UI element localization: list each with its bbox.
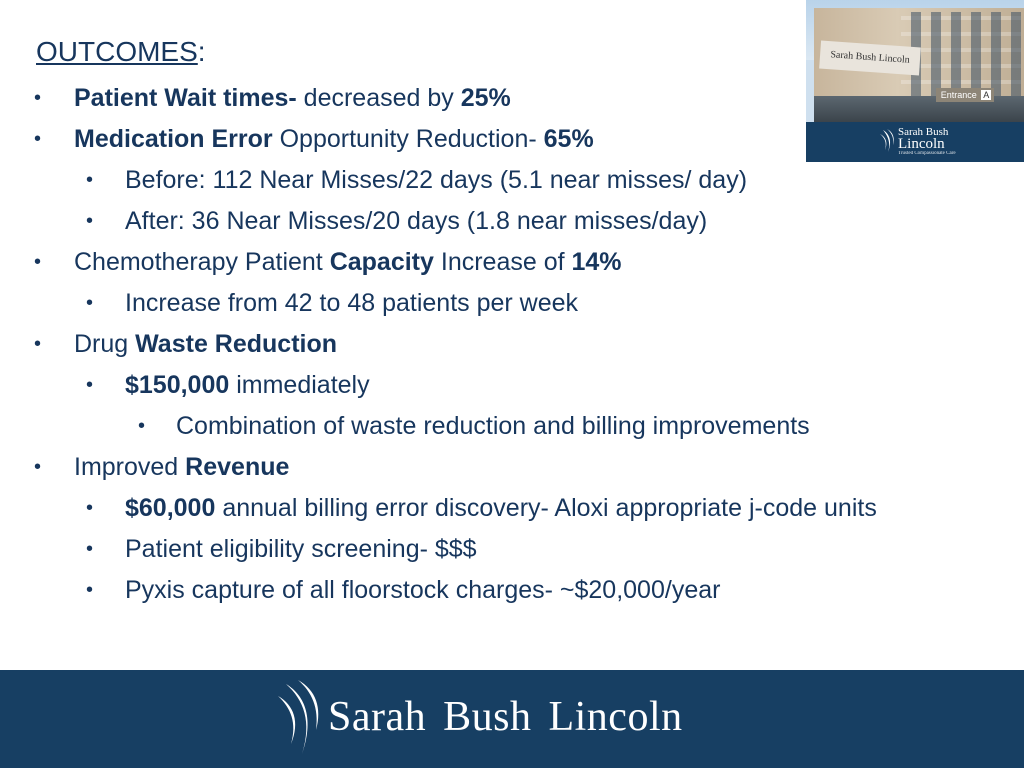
entrance-text: Entrance [940, 90, 977, 100]
bullet-billing-error: • $60,000 annual billing error discovery-… [0, 488, 1010, 529]
bullet-dot-icon: • [34, 456, 42, 478]
outcomes-list: • Patient Wait times- decreased by 25% • M… [0, 78, 1010, 611]
bullet-bold: Waste Reduction [135, 330, 338, 358]
bullet-bold: Medication Error [74, 125, 273, 153]
bullet-dot-icon: • [86, 374, 94, 396]
bullet-dot-icon: • [86, 497, 94, 519]
bullet-text: annual billing error discovery- Aloxi ap… [215, 494, 877, 522]
footer-brand-bar: Sarah Bush Lincoln [0, 670, 1024, 768]
bullet-text: After: 36 Near Misses/20 days (1.8 near … [125, 207, 708, 235]
bullet-dot-icon: • [86, 538, 94, 560]
bullet-text-2: Increase of [433, 248, 572, 276]
slide-title: OUTCOMES: [36, 34, 206, 70]
bullet-text: Drug [74, 330, 136, 358]
bullet-text: Patient eligibility screening- $$$ [125, 535, 477, 563]
wing-logo-icon [278, 680, 319, 754]
bullet-value: 65% [543, 125, 594, 153]
bullet-text: Increase from 42 to 48 patients per week [125, 289, 579, 317]
bullet-dot-icon: • [138, 415, 146, 437]
bullet-value: 14% [571, 248, 622, 276]
bullet-text: Before: 112 Near Misses/22 days (5.1 nea… [125, 166, 748, 194]
bullet-improved-revenue: • Improved Revenue [0, 447, 1010, 488]
bullet-bold: Capacity [329, 248, 434, 276]
bullet-dot-icon: • [34, 87, 42, 109]
photo-logo-line2: Lincoln [898, 136, 945, 152]
bullet-wait-times: • Patient Wait times- decreased by 25% [0, 78, 1010, 119]
bullet-after: • After: 36 Near Misses/20 days (1.8 near… [0, 201, 1010, 242]
bullet-text: Chemotherapy Patient [74, 248, 330, 276]
bullet-bold: $150,000 [125, 371, 230, 399]
bullet-text: immediately [229, 371, 370, 399]
photo-logo-tagline: Trusted Compassionate Care [898, 151, 956, 156]
bullet-dot-icon: • [34, 251, 42, 273]
bullet-bold: Revenue [185, 453, 290, 481]
bullet-dot-icon: • [34, 128, 42, 150]
bullet-text: Combination of waste reduction and billi… [176, 412, 810, 440]
bullet-eligibility: • Patient eligibility screening- $$$ [0, 529, 1010, 570]
photo-brand-band [806, 122, 1024, 162]
bullet-dot-icon: • [86, 210, 94, 232]
bullet-bold: Patient Wait times- [74, 84, 297, 112]
bullet-combination: • Combination of waste reduction and bill… [0, 406, 1010, 447]
bullet-chemo-capacity: • Chemotherapy Patient Capacity Increase … [0, 242, 1010, 283]
bullet-dot-icon: • [86, 579, 94, 601]
bullet-immediate-savings: • $150,000 immediately [0, 365, 1010, 406]
hospital-photo: Sarah Bush Lincoln Entrance A Sarah Bush… [806, 0, 1024, 162]
photo-logo-line1: Sarah Bush [898, 126, 949, 138]
bullet-value: 25% [460, 84, 511, 112]
bullet-text: Opportunity Reduction- [272, 125, 544, 153]
title-text: OUTCOMES [36, 36, 198, 67]
bullet-bold: $60,000 [125, 494, 216, 522]
bullet-pyxis: • Pyxis capture of all floorstock charges… [0, 570, 1010, 611]
bullet-text: decreased by [296, 84, 461, 112]
bullet-drug-waste: • Drug Waste Reduction [0, 324, 1010, 365]
bullet-chemo-increase: • Increase from 42 to 48 patients per wee… [0, 283, 1010, 324]
bullet-text: Improved [74, 453, 186, 481]
bullet-before: • Before: 112 Near Misses/22 days (5.1 ne… [0, 160, 1010, 201]
bullet-dot-icon: • [86, 292, 94, 314]
photo-logo: Sarah Bush Lincoln Trusted Compassionate… [880, 124, 970, 160]
bullet-medication-error: • Medication Error Opportunity Reduction-… [0, 119, 1010, 160]
title-colon: : [197, 36, 206, 67]
bullet-dot-icon: • [86, 169, 94, 191]
entrance-letter: A [981, 90, 992, 100]
wing-logo-icon [880, 129, 894, 152]
footer-brand-text: Sarah Bush Lincoln [328, 694, 683, 740]
bullet-text: Pyxis capture of all floorstock charges-… [125, 576, 721, 604]
bullet-dot-icon: • [34, 333, 42, 355]
photo-entrance-sign: Entrance A [936, 88, 994, 102]
